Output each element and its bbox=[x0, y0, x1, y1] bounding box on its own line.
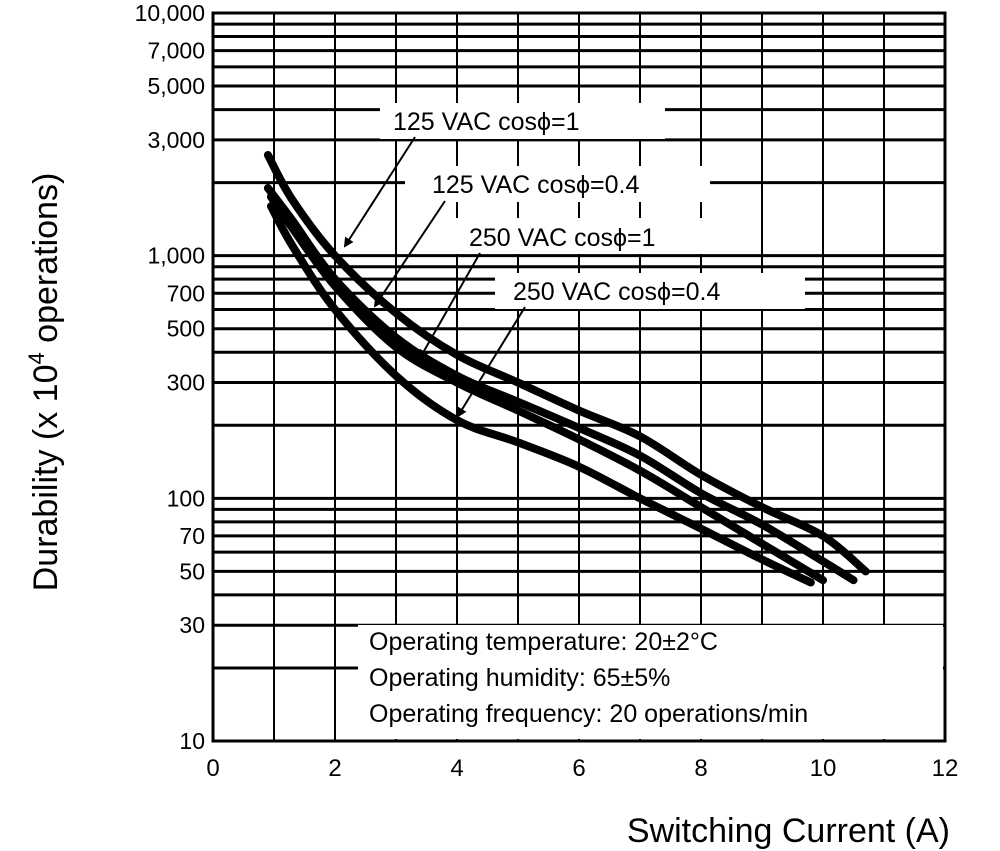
y-tick-label: 10,000 bbox=[135, 0, 205, 26]
y-axis-title-main: Durability (x 10 bbox=[27, 365, 65, 592]
y-tick-label: 300 bbox=[167, 370, 205, 396]
y-tick-label: 3,000 bbox=[147, 127, 205, 153]
series-label-2: 125 VAC cosϕ=0.4 bbox=[373, 166, 710, 308]
series-label-bg bbox=[405, 166, 710, 202]
tick-labels: 103050701003005007001,0003,0005,0007,000… bbox=[135, 0, 959, 782]
leader-arrow bbox=[343, 136, 416, 248]
y-axis-title-exponent: 4 bbox=[24, 352, 49, 364]
y-tick-label: 100 bbox=[167, 485, 205, 511]
condition-line: Operating temperature: 20±2°C bbox=[369, 628, 718, 656]
x-tick-label: 2 bbox=[328, 755, 341, 782]
y-axis-title-end: operations) bbox=[27, 173, 65, 353]
x-tick-label: 12 bbox=[932, 755, 959, 782]
y-tick-label: 50 bbox=[179, 558, 205, 584]
leader-arrow bbox=[456, 306, 526, 418]
series-label-text: 250 VAC cosϕ=0.4 bbox=[513, 278, 721, 306]
y-tick-label: 70 bbox=[179, 523, 205, 549]
series-line-2 bbox=[263, 184, 858, 585]
series-label-bg bbox=[380, 103, 665, 139]
series-line-3 bbox=[266, 192, 827, 585]
x-tick-label: 4 bbox=[450, 755, 463, 782]
x-tick-label: 8 bbox=[694, 755, 707, 782]
leader-arrow bbox=[419, 252, 481, 360]
x-axis-title: Switching Current (A) bbox=[627, 812, 950, 850]
y-axis-title: Durability (x 104 operations) bbox=[24, 173, 65, 592]
series-label-4: 250 VAC cosϕ=0.4 bbox=[456, 273, 805, 418]
y-tick-label: 30 bbox=[179, 612, 205, 638]
series-line-1 bbox=[263, 150, 870, 576]
x-tick-label: 0 bbox=[206, 755, 219, 782]
series-line-4 bbox=[266, 202, 815, 587]
x-tick-label: 6 bbox=[572, 755, 585, 782]
leader-arrow bbox=[373, 200, 446, 308]
series-label-1: 125 VAC cosϕ=1 bbox=[343, 103, 665, 248]
condition-line: Operating frequency: 20 operations/min bbox=[369, 700, 808, 728]
y-tick-label: 5,000 bbox=[147, 73, 205, 99]
series-labels: 125 VAC cosϕ=1 125 VAC cosϕ=0.4 250 VAC co… bbox=[343, 103, 805, 418]
conditions-box: Operating temperature: 20±2°C Operating h… bbox=[358, 625, 943, 739]
y-tick-label: 500 bbox=[167, 316, 205, 342]
conditions-bg bbox=[358, 625, 943, 739]
series-label-text: 125 VAC cosϕ=0.4 bbox=[432, 171, 640, 199]
y-tick-label: 7,000 bbox=[147, 38, 205, 64]
series-label-text: 250 VAC cosϕ=1 bbox=[469, 224, 656, 252]
x-tick-label: 10 bbox=[810, 755, 837, 782]
plot-frame bbox=[211, 11, 947, 743]
condition-line: Operating humidity: 65±5% bbox=[369, 664, 670, 692]
series-label-bg bbox=[495, 273, 805, 309]
y-tick-label: 700 bbox=[167, 280, 205, 306]
grid bbox=[213, 11, 945, 743]
y-tick-label: 10 bbox=[179, 728, 205, 754]
series-label-text: 125 VAC cosϕ=1 bbox=[393, 108, 580, 136]
series-label-bg bbox=[455, 218, 710, 254]
y-tick-label: 1,000 bbox=[147, 243, 205, 269]
series-lines bbox=[263, 150, 870, 587]
series-label-3: 250 VAC cosϕ=1 bbox=[419, 218, 710, 360]
